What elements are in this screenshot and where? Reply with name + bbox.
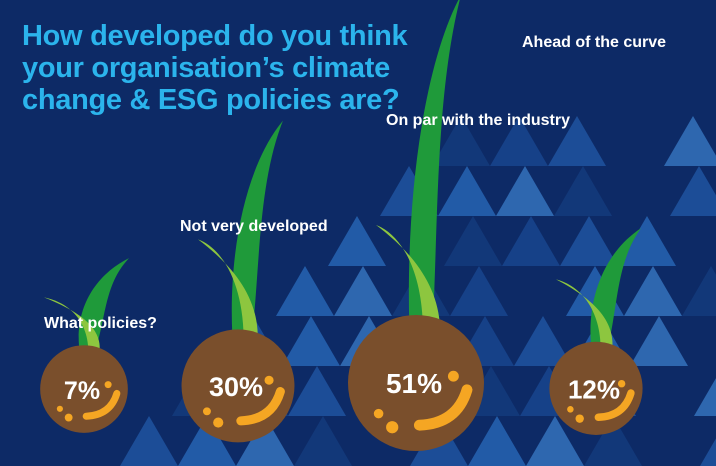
- background-triangle: [700, 438, 716, 466]
- sprouts: [44, 0, 641, 354]
- seed-mark: 30%: [181, 329, 295, 443]
- background-triangle: [288, 366, 346, 416]
- seed-highlight: [82, 389, 121, 420]
- background-triangle: [584, 416, 642, 466]
- category-label: Not very developed: [180, 218, 328, 235]
- seed-dot: [373, 408, 384, 419]
- sprout-leaf: [198, 239, 258, 338]
- sprout-leaf: [231, 120, 283, 336]
- background-triangle: [120, 416, 178, 466]
- background-triangle: [282, 316, 340, 366]
- background-triangle: [276, 266, 334, 316]
- seed-mark: 7%: [40, 345, 128, 433]
- background-triangle: [328, 216, 386, 266]
- background-triangle: [618, 216, 676, 266]
- category-label: What policies?: [44, 315, 157, 332]
- background-triangle: [438, 166, 496, 216]
- value-label: 7%: [64, 377, 100, 405]
- sprout-leaf: [78, 258, 129, 352]
- category-label: Ahead of the curve: [522, 34, 667, 51]
- background-triangle: [682, 266, 716, 316]
- background-triangle: [630, 316, 688, 366]
- background-triangle: [694, 378, 716, 416]
- background-triangle: [526, 416, 584, 466]
- background-triangle: [450, 266, 508, 316]
- seed-dot: [447, 370, 459, 382]
- category-label: On par with the industry: [386, 112, 571, 129]
- seeds: 7% 30% 51% 12%: [40, 315, 643, 451]
- seed-dot: [264, 375, 274, 385]
- seed-highlight: [413, 384, 473, 431]
- value-label: 51%: [386, 368, 442, 399]
- background-triangle: [468, 416, 526, 466]
- background-triangle: [496, 166, 554, 216]
- seed-dot: [617, 379, 626, 388]
- background-triangle: [502, 216, 560, 266]
- background-triangle: [432, 116, 490, 166]
- seed-dot: [64, 413, 73, 422]
- seed-dot: [104, 381, 112, 389]
- background-triangle: [554, 166, 612, 216]
- value-label: 30%: [209, 372, 263, 402]
- seed-highlight: [594, 389, 635, 421]
- sprout-leaf: [408, 0, 460, 321]
- sprout-leaf: [556, 279, 613, 350]
- seed-mark: 51%: [348, 315, 484, 451]
- seed-dot: [213, 417, 224, 428]
- value-label: 12%: [568, 374, 620, 404]
- seed-highlight: [236, 387, 285, 426]
- background-triangle: [444, 216, 502, 266]
- seed-dot: [202, 407, 211, 416]
- background-triangle: [294, 416, 352, 466]
- seed-mark: 12%: [549, 341, 643, 435]
- background-triangle: [490, 116, 548, 166]
- background-triangle: [236, 416, 294, 466]
- background-triangle: [670, 166, 716, 216]
- seed-dot: [386, 421, 399, 434]
- background-triangle: [548, 116, 606, 166]
- seed-dot: [567, 406, 574, 413]
- background-triangle: [560, 216, 618, 266]
- sprout-leaf: [590, 228, 641, 348]
- sprout-leaf: [376, 225, 440, 323]
- background-triangle: [664, 116, 716, 166]
- background-triangle: [624, 266, 682, 316]
- background-triangle: [514, 316, 572, 366]
- background-triangle: [178, 416, 236, 466]
- background-triangle: [334, 266, 392, 316]
- seed-dot: [575, 414, 584, 423]
- seed-dot: [56, 405, 63, 412]
- chart-title: How developed do you think your organisa…: [22, 20, 408, 116]
